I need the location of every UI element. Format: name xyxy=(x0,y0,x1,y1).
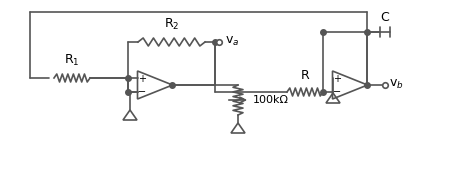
Text: R$_2$: R$_2$ xyxy=(164,17,179,32)
Text: 100kΩ: 100kΩ xyxy=(253,95,289,105)
Text: C: C xyxy=(381,11,389,24)
Text: +: + xyxy=(334,74,341,84)
Text: −: − xyxy=(138,87,146,97)
Text: v$_a$: v$_a$ xyxy=(225,34,239,48)
Text: +: + xyxy=(138,74,146,84)
Text: R$_1$: R$_1$ xyxy=(64,53,80,68)
Text: v$_b$: v$_b$ xyxy=(389,78,404,91)
Text: R: R xyxy=(301,69,310,82)
Text: −: − xyxy=(333,87,342,97)
